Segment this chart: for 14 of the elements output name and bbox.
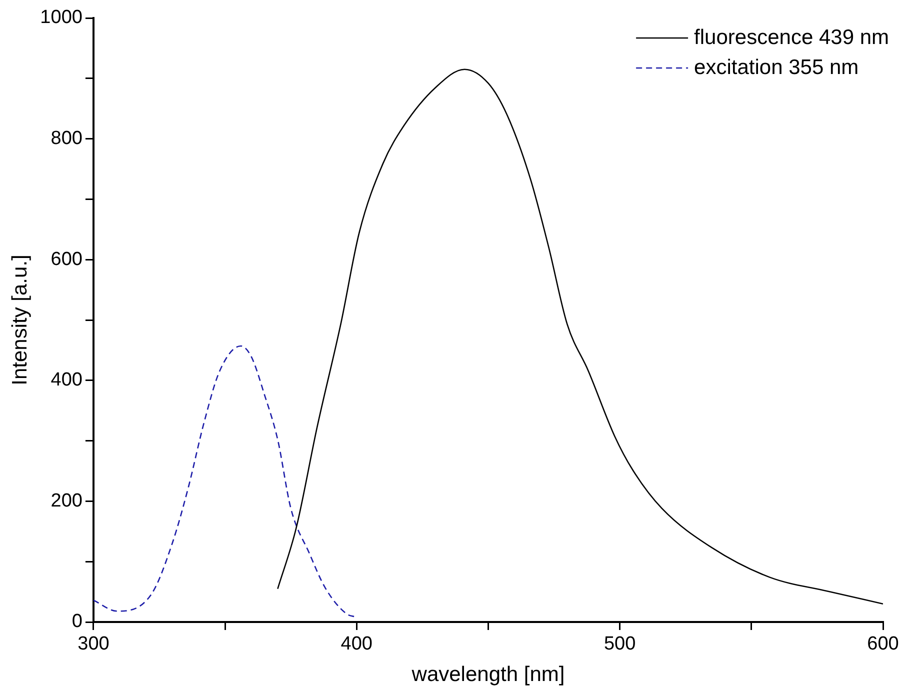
x-tick-label: 300: [78, 634, 110, 655]
legend-label: fluorescence 439 nm: [694, 26, 890, 49]
x-tick-label: 500: [604, 634, 636, 655]
legend-label: excitation 355 nm: [694, 56, 859, 79]
x-tick-label: 600: [867, 634, 899, 655]
y-tick-label: 400: [50, 370, 82, 391]
y-tick-label: 800: [50, 128, 82, 150]
y-tick-label: 600: [50, 248, 82, 270]
x-tick-label: 400: [340, 634, 372, 655]
x-axis-title: wavelength [nm]: [410, 663, 565, 686]
y-axis-title: Intensity [a.u.]: [8, 254, 32, 386]
y-tick-label: 1000: [40, 7, 82, 28]
y-tick-label: 0: [72, 611, 82, 632]
y-tick-label: 200: [50, 490, 82, 512]
